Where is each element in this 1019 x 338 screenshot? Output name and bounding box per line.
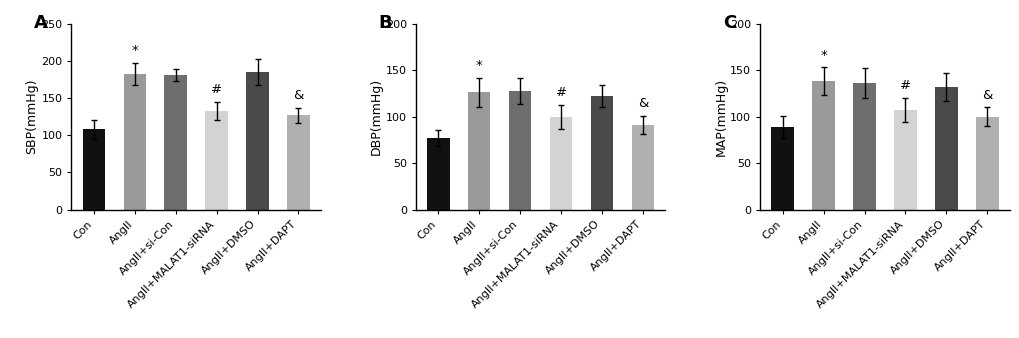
Text: &: & <box>637 97 647 110</box>
Bar <box>508 91 531 210</box>
Bar <box>246 72 269 210</box>
Bar <box>83 129 105 210</box>
Bar <box>427 138 449 210</box>
Text: &: & <box>981 89 991 102</box>
Text: &: & <box>293 89 304 102</box>
Bar <box>894 110 916 210</box>
Bar <box>975 117 998 210</box>
Text: *: * <box>476 59 482 72</box>
Bar <box>287 115 310 210</box>
Text: C: C <box>722 14 736 32</box>
Bar <box>164 75 186 210</box>
Text: #: # <box>555 86 567 99</box>
Bar <box>631 125 653 210</box>
Bar <box>590 96 612 210</box>
Bar <box>934 87 957 210</box>
Bar <box>205 111 227 210</box>
Bar <box>853 83 875 210</box>
Bar <box>468 92 490 210</box>
Bar <box>549 117 572 210</box>
Text: #: # <box>899 79 910 92</box>
Y-axis label: SBP(mmHg): SBP(mmHg) <box>25 79 39 154</box>
Y-axis label: MAP(mmHg): MAP(mmHg) <box>713 77 727 156</box>
Bar <box>811 81 835 210</box>
Text: *: * <box>819 49 826 62</box>
Text: A: A <box>34 14 48 32</box>
Text: B: B <box>378 14 391 32</box>
Text: *: * <box>131 45 138 57</box>
Bar <box>770 127 793 210</box>
Y-axis label: DBP(mmHg): DBP(mmHg) <box>370 78 382 155</box>
Text: #: # <box>211 83 222 96</box>
Bar <box>123 74 146 210</box>
